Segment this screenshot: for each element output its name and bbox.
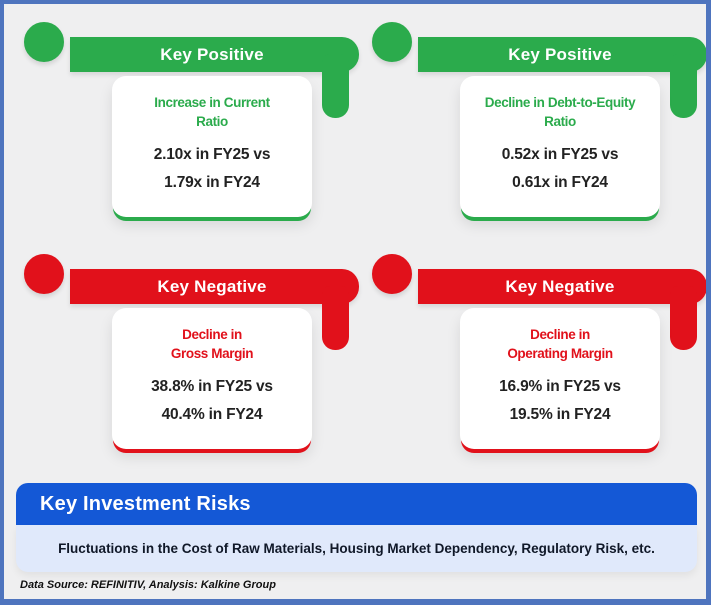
metric-title-line: Operating Margin	[507, 345, 613, 361]
risk-section-header: Key Investment Risks	[16, 483, 697, 525]
key-shaft	[418, 269, 706, 304]
metric-title-line: Decline in	[182, 327, 242, 342]
metric-card: Increase in Current Ratio 2.10x in FY25 …	[112, 76, 312, 217]
metric-value-line: 40.4% in FY24	[161, 406, 263, 424]
metric-title-line: Decline in	[530, 327, 590, 342]
key-tooth-icon	[670, 54, 697, 118]
risk-text-box: Fluctuations in the Cost of Raw Material…	[16, 525, 697, 572]
metric-title: Decline in Debt-to-Equity Ratio	[485, 94, 636, 132]
key-shaft	[418, 37, 706, 72]
metric-title-line: Ratio	[196, 113, 228, 129]
metric-values: 0.52x in FY25 vs 0.61x in FY24	[502, 141, 619, 197]
metric-value-line: 16.9% in FY25 vs	[499, 378, 621, 396]
metric-title-line: Decline in Debt-to-Equity	[484, 95, 636, 110]
key-tooth-icon	[322, 54, 349, 118]
key-sentiment-label: Key Negative	[505, 276, 615, 296]
metric-value-line: 38.8% in FY25 vs	[151, 378, 273, 396]
key-tooth-icon	[670, 286, 697, 350]
metric-values: 16.9% in FY25 vs 19.5% in FY24	[499, 373, 621, 429]
metric-card: Decline in Gross Margin 38.8% in FY25 vs…	[112, 308, 312, 449]
metric-value-line: 0.52x in FY25 vs	[501, 146, 619, 164]
risk-section-title: Key Investment Risks	[40, 492, 251, 515]
risk-text: Fluctuations in the Cost of Raw Material…	[58, 541, 655, 556]
key-unit-negative-operating-margin: Key Negative Decline in Operating Margin…	[360, 244, 706, 471]
key-shaft	[70, 269, 359, 304]
metric-card: Decline in Debt-to-Equity Ratio 0.52x in…	[460, 76, 660, 217]
metric-value-line: 0.61x in FY24	[512, 174, 608, 192]
metric-title-line: Gross Margin	[170, 345, 254, 361]
metric-value-line: 1.79x in FY24	[164, 174, 260, 192]
metric-values: 2.10x in FY25 vs 1.79x in FY24	[154, 141, 271, 197]
metric-title-line: Increase in Current	[154, 95, 270, 110]
metric-values: 38.8% in FY25 vs 40.4% in FY24	[151, 373, 273, 429]
key-sentiment-label: Key Positive	[508, 44, 612, 64]
key-ring-icon	[24, 22, 64, 62]
key-ring-icon	[372, 22, 412, 62]
key-ring-icon	[24, 254, 64, 294]
metric-card: Decline in Operating Margin 16.9% in FY2…	[460, 308, 660, 449]
key-unit-negative-gross-margin: Key Negative Decline in Gross Margin 38.…	[12, 244, 359, 471]
metric-title: Increase in Current Ratio	[154, 94, 270, 132]
data-source-note: Data Source: REFINITIV, Analysis: Kalkin…	[20, 579, 276, 591]
metric-title: Decline in Gross Margin	[170, 326, 254, 364]
key-sentiment-label: Key Positive	[160, 44, 264, 64]
key-tooth-icon	[322, 286, 349, 350]
key-ring-icon	[372, 254, 412, 294]
metric-value-line: 2.10x in FY25 vs	[153, 146, 271, 164]
key-unit-positive-current-ratio: Key Positive Increase in Current Ratio 2…	[12, 12, 359, 239]
key-sentiment-label: Key Negative	[157, 276, 267, 296]
key-unit-positive-debt-to-equity: Key Positive Decline in Debt-to-Equity R…	[360, 12, 706, 239]
metric-value-line: 19.5% in FY24	[509, 406, 611, 424]
key-shaft	[70, 37, 359, 72]
metric-title: Decline in Operating Margin	[507, 326, 613, 364]
metric-title-line: Ratio	[544, 113, 576, 129]
